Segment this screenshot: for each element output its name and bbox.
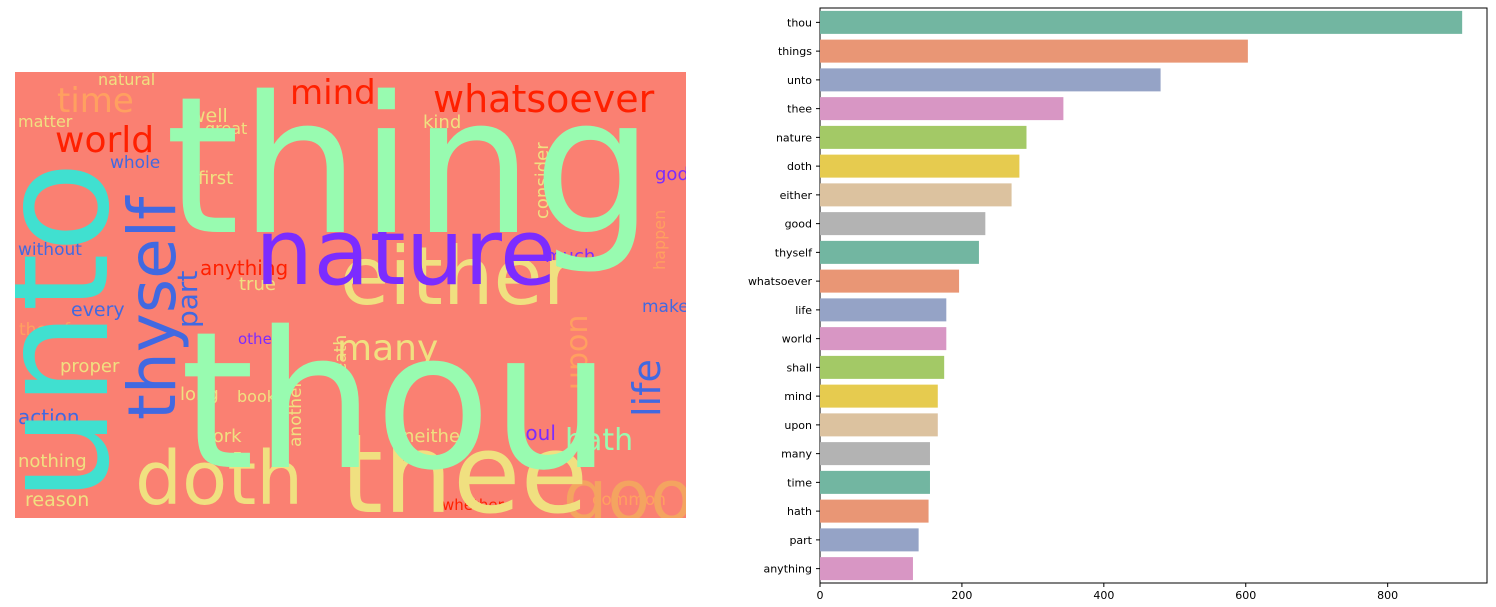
- word-soul: soul: [515, 421, 556, 445]
- word-well: well: [190, 105, 228, 127]
- bar-time: [820, 470, 930, 494]
- y-tick-label-mind: mind: [784, 390, 812, 403]
- word-unto: unto: [15, 161, 143, 502]
- bar-thee: [820, 97, 1064, 121]
- bar-unto: [820, 68, 1161, 92]
- word-death: death: [331, 335, 351, 384]
- word-natural: natural: [98, 72, 155, 89]
- word-cloud-svg: great natural book happen whether another deat…: [15, 72, 686, 518]
- word-mind: mind: [290, 73, 376, 113]
- word-reason: reason: [25, 489, 89, 511]
- word-part: part: [171, 271, 204, 328]
- word-neither: neither: [403, 426, 468, 447]
- word-good: good: [563, 455, 686, 518]
- bar-anything: [820, 557, 913, 581]
- word-others: others: [238, 330, 286, 348]
- bar-chart-svg: thou things unto thee nature doth either good th…: [748, 7, 1488, 602]
- word-hath: hath: [565, 423, 633, 458]
- word-proper: proper: [60, 356, 120, 377]
- word-cloud: great natural book happen whether another deat…: [15, 72, 686, 518]
- word-another: another: [286, 381, 306, 447]
- word-thou: thou: [180, 291, 612, 512]
- y-tick-label-doth: doth: [787, 160, 812, 173]
- word-whether: whether: [442, 496, 505, 514]
- bar-mind: [820, 384, 938, 408]
- word-whole: whole: [110, 153, 160, 173]
- bar-things: [820, 39, 1248, 63]
- word-book: book: [237, 387, 277, 406]
- word-long: long: [180, 384, 219, 405]
- bar-doth: [820, 154, 1020, 178]
- bar-world: [820, 327, 947, 351]
- bar-good: [820, 212, 986, 236]
- word-thee: thee: [340, 410, 588, 518]
- word-every: every: [71, 299, 125, 321]
- bar-thyself: [820, 240, 979, 264]
- word-either: either: [340, 230, 576, 323]
- y-tick-label-thee: thee: [787, 103, 812, 116]
- bar-whatsoever: [820, 269, 960, 293]
- word-happen: happen: [650, 210, 669, 270]
- word-upon: upon: [560, 315, 595, 390]
- word-common: common: [592, 490, 666, 510]
- y-tick-label-many: many: [781, 448, 812, 461]
- bar-life: [820, 298, 947, 322]
- word-anything: anything: [200, 256, 288, 280]
- bar-chart: thou things unto thee nature doth either good th…: [740, 0, 1490, 603]
- word-kind: kind: [423, 112, 461, 133]
- word-therefore: therefore: [19, 320, 97, 340]
- word-work: work: [198, 426, 242, 447]
- word-doth: doth: [135, 436, 303, 518]
- word-time: time: [57, 81, 134, 121]
- word-consider: consider: [532, 142, 553, 219]
- y-tick-label-thou: thou: [787, 16, 812, 29]
- word-thyself: thyself: [114, 195, 191, 420]
- word-many: many: [337, 328, 438, 369]
- bar-many: [820, 442, 930, 466]
- word-world: world: [55, 120, 154, 161]
- word-life: life: [625, 359, 669, 417]
- y-tick-label-things: things: [778, 45, 812, 58]
- y-tick-label-nature: nature: [776, 131, 812, 144]
- y-tick-label-shall: shall: [786, 361, 812, 374]
- y-tick-label-time: time: [787, 476, 812, 489]
- x-tick-label-600: 600: [1235, 589, 1256, 602]
- word-great: great: [205, 119, 247, 138]
- y-tick-label-thyself: thyself: [775, 246, 813, 259]
- y-tick-label-anything: anything: [763, 563, 812, 576]
- y-tick-label-life: life: [795, 304, 812, 317]
- word-nothing: nothing: [18, 451, 87, 472]
- bar-part: [820, 528, 919, 552]
- bar-nature: [820, 125, 1027, 149]
- x-tick-label-200: 200: [951, 589, 972, 602]
- y-tick-label-hath: hath: [787, 505, 812, 518]
- word-make: make: [642, 297, 686, 317]
- y-tick-label-whatsoever: whatsoever: [748, 275, 813, 288]
- word-thing: thing: [165, 72, 654, 277]
- bar-hath: [820, 499, 929, 523]
- x-tick-label-0: 0: [817, 589, 824, 602]
- bar-shall: [820, 355, 945, 379]
- plot-frame: [819, 7, 1488, 584]
- word-nature: nature: [255, 199, 556, 306]
- word-whatsoever: whatsoever: [433, 77, 655, 121]
- y-tick-label-world: world: [782, 333, 812, 346]
- y-tick-label-either: either: [780, 189, 813, 202]
- bar-either: [820, 183, 1012, 207]
- x-tick-label-800: 800: [1377, 589, 1398, 602]
- word-true: true: [239, 274, 276, 295]
- x-tick-label-400: 400: [1093, 589, 1114, 602]
- word-without: without: [18, 240, 82, 260]
- bar-upon: [820, 413, 938, 437]
- word-first: first: [198, 168, 233, 189]
- y-tick-label-good: good: [785, 218, 812, 231]
- y-tick-label-upon: upon: [784, 419, 812, 432]
- word-action: action: [18, 405, 80, 429]
- y-tick-label-unto: unto: [787, 74, 812, 87]
- bar-thou: [820, 10, 1463, 34]
- word-matter: matter: [18, 112, 73, 131]
- word-much: much: [545, 246, 595, 267]
- y-tick-label-part: part: [789, 534, 812, 547]
